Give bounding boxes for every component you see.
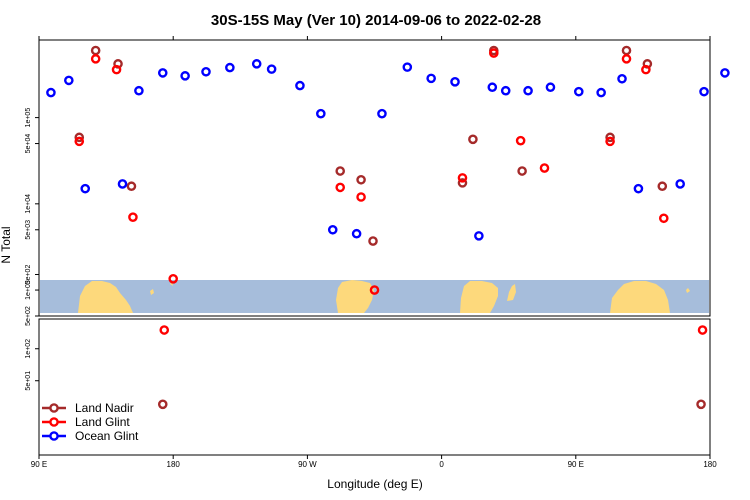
- ocean-glint-point: [351, 228, 362, 239]
- y-tick-label: 5e+04: [25, 134, 32, 154]
- land-glint-point: [74, 136, 85, 147]
- land-nadir-point: [90, 45, 101, 56]
- land-glint-point: [641, 64, 651, 75]
- x-tick-label: 90 E: [31, 460, 47, 469]
- map-land: [336, 280, 374, 313]
- ocean-glint-point: [180, 71, 190, 81]
- ocean-glint-point: [266, 64, 277, 74]
- ocean-glint-point: [251, 59, 262, 69]
- land-glint-point: [539, 163, 550, 173]
- x-tick-label: 90 E: [568, 460, 584, 469]
- chart-title: 30S-15S May (Ver 10) 2014-09-06 to 2022-…: [211, 12, 541, 29]
- y-axis-label: N Total: [0, 226, 13, 263]
- land-glint-point: [90, 54, 101, 64]
- ocean-glint-point: [720, 68, 730, 78]
- land-glint-point: [111, 64, 122, 75]
- legend-marker: [49, 403, 59, 413]
- ocean-glint-point: [64, 75, 74, 86]
- land-glint-point: [356, 192, 366, 202]
- ocean-glint-point: [487, 82, 498, 93]
- y-tick-label: 5e+02: [25, 265, 32, 285]
- y-tick-label: 1e+03: [25, 280, 32, 300]
- ocean-glint-point: [474, 231, 484, 241]
- y-tick-label: 1e+04: [25, 194, 32, 214]
- ocean-glint-point: [426, 73, 436, 84]
- map-land: [686, 288, 690, 293]
- land-glint-point: [621, 54, 632, 64]
- legend-marker: [49, 417, 59, 427]
- land-glint-point: [159, 325, 170, 335]
- ocean-glint-point: [545, 82, 556, 93]
- bottom-panel-frame: [38, 318, 711, 456]
- map-land: [507, 284, 516, 301]
- land-nadir-point: [657, 181, 668, 192]
- ocean-glint-point: [377, 108, 387, 119]
- land-nadir-point: [605, 132, 615, 143]
- map-land: [610, 281, 670, 313]
- ocean-glint-point: [134, 85, 144, 96]
- ocean-glint-point: [699, 86, 709, 97]
- ocean-glint-point: [450, 77, 460, 87]
- ocean-glint-point: [675, 179, 685, 189]
- land-nadir-point: [335, 166, 346, 176]
- land-glint-point: [658, 213, 669, 224]
- land-glint-point: [605, 136, 615, 147]
- ocean-glint-point: [46, 87, 56, 98]
- y-tick-label: 5e+03: [25, 220, 32, 240]
- land-nadir-point: [621, 45, 632, 56]
- ocean-glint-point: [596, 87, 606, 98]
- land-glint-point: [515, 135, 526, 146]
- ocean-glint-point: [316, 108, 326, 119]
- ocean-glint-point: [225, 62, 235, 73]
- land-nadir-point: [517, 166, 527, 176]
- ocean-glint-point: [327, 224, 338, 235]
- land-nadir-point: [468, 134, 478, 145]
- ocean-glint-point: [117, 179, 128, 189]
- ocean-glint-point: [295, 80, 305, 91]
- land-nadir-point: [696, 399, 706, 410]
- land-glint-point: [128, 212, 138, 222]
- land-nadir-point: [368, 236, 378, 246]
- map-ocean: [40, 280, 709, 313]
- land-nadir-point: [356, 174, 366, 185]
- x-axis-label: Longitude (deg E): [327, 477, 422, 491]
- land-glint-point: [488, 48, 499, 58]
- land-nadir-point: [126, 181, 137, 192]
- land-glint-point: [697, 325, 708, 335]
- x-tick-label: 180: [703, 460, 717, 469]
- y-tick-label: 1e+02: [25, 339, 32, 359]
- x-tick-label: 0: [439, 460, 444, 469]
- ocean-glint-point: [402, 62, 413, 72]
- map-land: [78, 281, 133, 313]
- ocean-glint-point: [573, 86, 584, 97]
- map-land: [460, 281, 498, 313]
- top-panel-frame: [38, 39, 711, 317]
- y-tick-label: 1e+05: [25, 108, 32, 128]
- legend-label: Land Nadir: [75, 401, 134, 415]
- y-tick-label: 5e+01: [25, 371, 32, 391]
- ocean-glint-point: [617, 73, 627, 84]
- land-glint-point: [168, 274, 178, 284]
- ocean-glint-point: [523, 85, 533, 96]
- x-tick-label: 90 W: [298, 460, 317, 469]
- ocean-glint-point: [80, 183, 91, 194]
- land-nadir-point: [157, 399, 168, 410]
- ocean-glint-point: [157, 68, 168, 78]
- land-nadir-point: [457, 178, 468, 188]
- land-glint-point: [369, 285, 380, 295]
- land-glint-point: [335, 182, 346, 193]
- ocean-glint-point: [201, 66, 211, 77]
- ocean-glint-point: [500, 85, 511, 96]
- legend-marker: [49, 431, 59, 441]
- land-glint-point: [457, 173, 468, 183]
- map-land: [150, 289, 154, 295]
- legend-label: Ocean Glint: [75, 429, 139, 443]
- legend-label: Land Glint: [75, 415, 130, 429]
- x-tick-label: 180: [167, 460, 181, 469]
- ocean-glint-point: [633, 183, 644, 194]
- y-tick-label: 5e+02: [25, 306, 32, 326]
- land-nadir-point: [74, 132, 85, 143]
